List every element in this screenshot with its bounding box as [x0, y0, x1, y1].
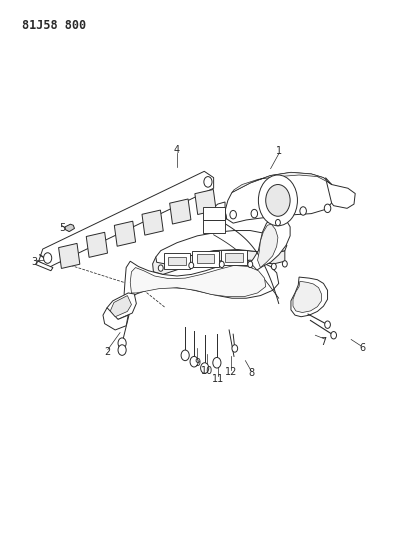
Circle shape	[204, 176, 212, 187]
Circle shape	[275, 220, 280, 226]
Text: 2: 2	[105, 347, 111, 357]
Polygon shape	[232, 172, 332, 192]
Text: 9: 9	[194, 358, 201, 368]
Polygon shape	[130, 265, 266, 297]
Polygon shape	[225, 172, 332, 223]
Polygon shape	[225, 253, 243, 262]
Text: 1: 1	[276, 146, 282, 156]
Polygon shape	[170, 199, 191, 224]
Text: 6: 6	[359, 343, 365, 353]
Circle shape	[230, 211, 236, 219]
Text: 81J58 800: 81J58 800	[23, 19, 87, 32]
Polygon shape	[114, 221, 136, 246]
Circle shape	[259, 175, 298, 226]
Circle shape	[201, 363, 209, 373]
Polygon shape	[59, 244, 80, 269]
Circle shape	[282, 261, 287, 267]
Polygon shape	[152, 249, 285, 274]
Polygon shape	[168, 257, 186, 265]
Polygon shape	[156, 231, 287, 264]
Text: 12: 12	[224, 367, 237, 377]
Polygon shape	[164, 253, 190, 269]
Polygon shape	[192, 251, 219, 266]
Circle shape	[181, 350, 189, 361]
Polygon shape	[195, 189, 216, 214]
Circle shape	[251, 209, 258, 218]
Polygon shape	[221, 249, 247, 265]
Polygon shape	[326, 177, 355, 208]
Circle shape	[44, 253, 52, 263]
Polygon shape	[142, 210, 163, 235]
Circle shape	[324, 204, 331, 213]
Text: 8: 8	[248, 368, 254, 378]
Circle shape	[248, 261, 253, 268]
Polygon shape	[65, 224, 74, 232]
Polygon shape	[103, 308, 128, 330]
Polygon shape	[291, 277, 328, 317]
Circle shape	[331, 332, 337, 339]
Circle shape	[266, 184, 290, 216]
Polygon shape	[35, 261, 53, 271]
Polygon shape	[258, 224, 278, 268]
Circle shape	[300, 207, 306, 215]
Circle shape	[158, 265, 163, 271]
Circle shape	[232, 345, 238, 352]
Polygon shape	[86, 232, 108, 257]
Text: 3: 3	[32, 257, 38, 267]
Text: 10: 10	[201, 366, 213, 376]
Polygon shape	[107, 293, 136, 319]
Polygon shape	[110, 296, 132, 317]
Polygon shape	[212, 202, 226, 220]
Text: 7: 7	[320, 337, 327, 346]
Text: 4: 4	[174, 145, 180, 155]
Circle shape	[118, 338, 126, 349]
Circle shape	[219, 261, 224, 268]
Circle shape	[213, 358, 221, 368]
Polygon shape	[203, 207, 225, 220]
Text: 5: 5	[59, 223, 65, 233]
Circle shape	[325, 321, 330, 328]
Polygon shape	[196, 254, 215, 263]
Polygon shape	[39, 171, 214, 268]
Polygon shape	[124, 260, 279, 301]
Circle shape	[190, 357, 198, 367]
Polygon shape	[293, 281, 321, 312]
Polygon shape	[203, 221, 225, 233]
Circle shape	[118, 345, 126, 356]
Polygon shape	[249, 216, 290, 272]
Text: 11: 11	[212, 374, 224, 384]
Circle shape	[189, 262, 194, 269]
Circle shape	[271, 263, 276, 270]
